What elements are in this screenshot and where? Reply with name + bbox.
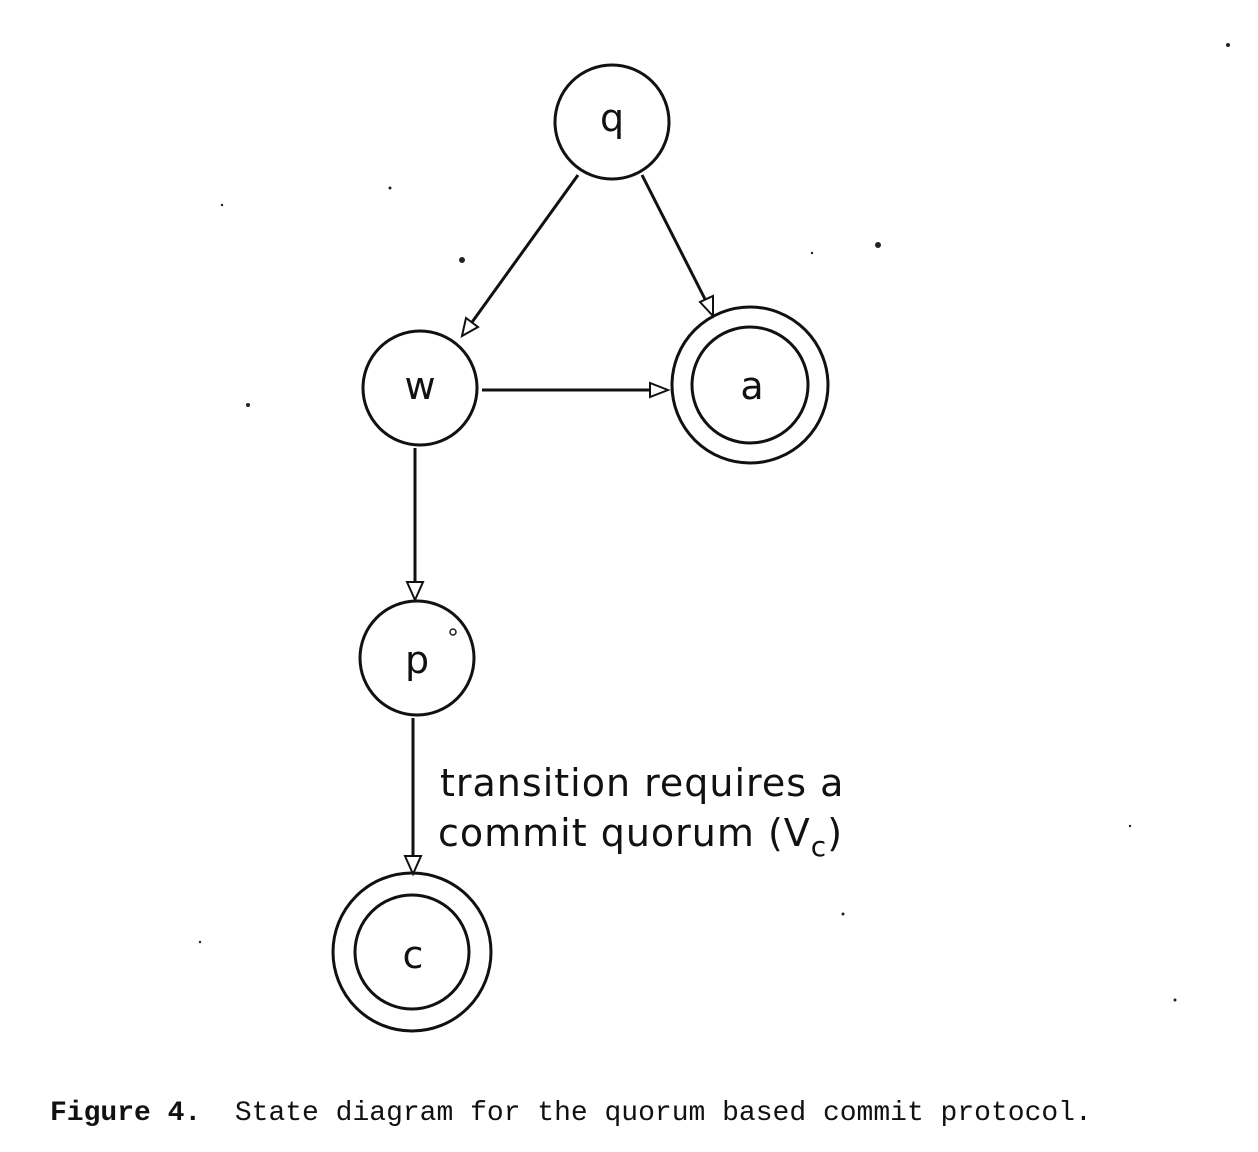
state-w: w <box>361 329 479 447</box>
transition-edges <box>403 174 714 877</box>
state-q: q <box>553 63 671 181</box>
edge-q-to-a <box>640 174 714 319</box>
state-w-label: w <box>404 364 435 408</box>
state-p: p <box>358 599 476 717</box>
figure-caption-text: State diagram for the quorum based commi… <box>234 1098 1092 1129</box>
annotation-line-2: commit quorum (Vc) <box>438 811 843 863</box>
state-a-label: a <box>740 364 763 408</box>
edge-w-to-p <box>405 448 425 603</box>
state-c-label: c <box>403 933 424 977</box>
state-a: a <box>670 305 830 465</box>
state-p-label: p <box>405 638 429 682</box>
figure-caption: Figure 4. State diagram for the quorum b… <box>50 1098 1092 1129</box>
annotation-line-2-prefix: commit quorum (V <box>438 811 811 855</box>
scan-specks <box>198 43 1230 1002</box>
state-q-label: q <box>600 96 624 140</box>
state-diagram: q w a p c transition requires a commit q… <box>198 43 1230 1033</box>
edge-p-to-c <box>403 718 423 877</box>
edge-q-to-w <box>460 174 580 338</box>
edge-w-to-a <box>482 381 671 399</box>
state-c: c <box>331 871 493 1033</box>
annotation-line-1: transition requires a <box>440 761 844 805</box>
annotation-line-2-subscript: c <box>811 830 827 863</box>
annotation-line-2-suffix: ) <box>827 811 843 855</box>
figure-caption-label: Figure 4. <box>50 1098 202 1129</box>
